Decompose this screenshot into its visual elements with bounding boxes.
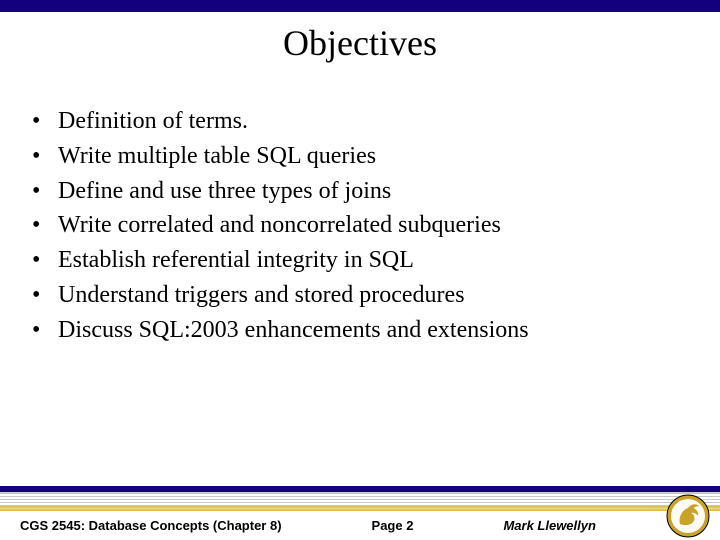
footer-bar-gold [0,506,720,511]
objectives-list: Definition of terms. Write multiple tabl… [30,104,690,348]
footer-bar-lines [0,492,720,506]
content-area: Definition of terms. Write multiple tabl… [30,104,690,348]
list-item: Write multiple table SQL queries [30,139,690,174]
ucf-pegasus-logo-icon [666,494,710,538]
list-item: Establish referential integrity in SQL [30,243,690,278]
list-item: Define and use three types of joins [30,174,690,209]
footer-author: Mark Llewellyn [503,518,595,533]
footer: CGS 2545: Database Concepts (Chapter 8) … [0,486,720,540]
footer-page: Page 2 [372,518,414,533]
top-accent-bar [0,0,720,12]
list-item: Understand triggers and stored procedure… [30,278,690,313]
footer-text-row: CGS 2545: Database Concepts (Chapter 8) … [0,510,720,540]
list-item: Write correlated and noncorrelated subqu… [30,208,690,243]
list-item: Definition of terms. [30,104,690,139]
list-item: Discuss SQL:2003 enhancements and extens… [30,313,690,348]
slide-title: Objectives [0,22,720,64]
footer-decor [0,486,720,510]
footer-course: CGS 2545: Database Concepts (Chapter 8) [20,518,282,533]
